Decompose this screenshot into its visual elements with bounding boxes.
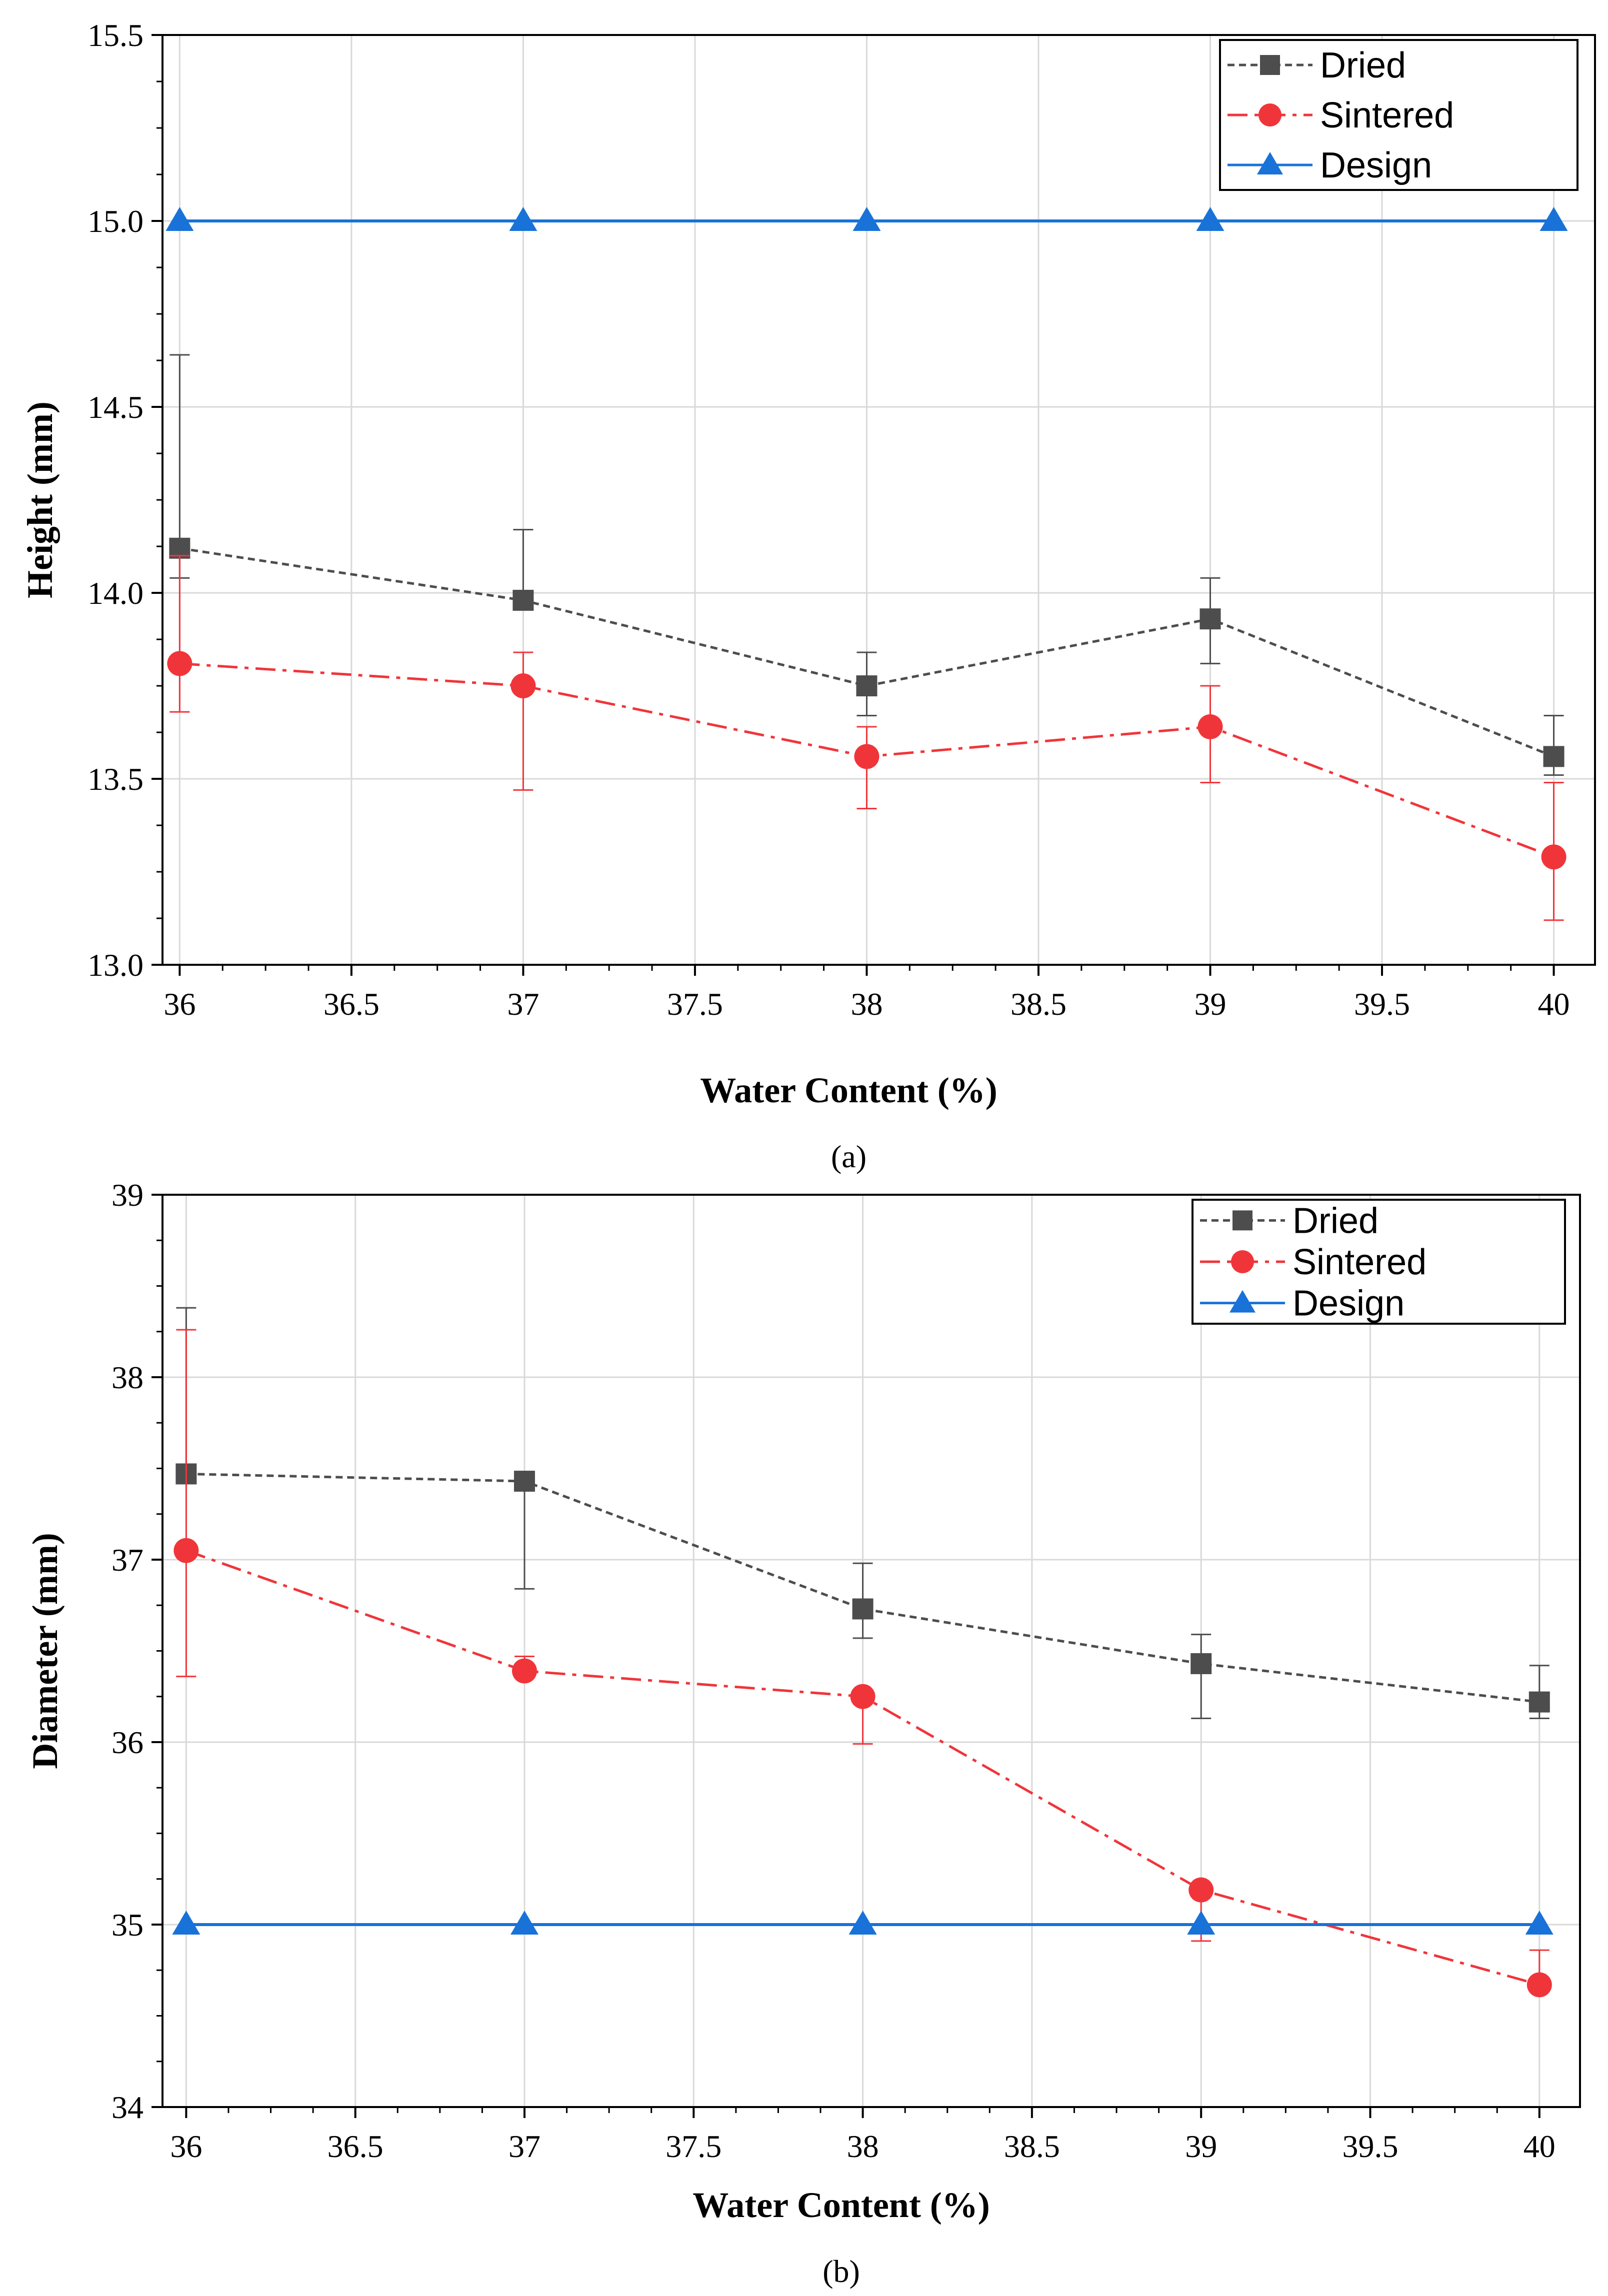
legend-label: Sintered <box>1320 95 1454 135</box>
data-point <box>1525 1911 1554 1935</box>
series-design <box>172 1911 1554 1935</box>
data-point <box>167 651 192 676</box>
x-tick-label: 39 <box>1185 2129 1217 2164</box>
y-tick-label: 35 <box>112 1907 144 1943</box>
data-point <box>1190 1653 1212 1675</box>
data-point <box>852 1598 874 1620</box>
x-tick-label: 37 <box>507 986 539 1022</box>
data-point <box>514 1471 535 1492</box>
y-tick-label: 36 <box>112 1725 144 1760</box>
y-tick-label: 34 <box>112 2090 144 2125</box>
x-tick-label: 40 <box>1538 986 1570 1022</box>
panel-caption: (a) <box>831 1139 866 1174</box>
data-point <box>172 1911 200 1935</box>
x-tick-label: 40 <box>1524 2129 1556 2164</box>
x-tick-label: 38.5 <box>1010 986 1066 1022</box>
legend-label: Sintered <box>1292 1242 1426 1282</box>
legend-marker <box>1232 1210 1252 1231</box>
data-point <box>1526 1972 1552 1998</box>
x-axis-label: Water Content (%) <box>700 1070 998 1110</box>
y-tick-label: 13.5 <box>88 761 144 797</box>
data-point <box>166 207 194 231</box>
x-tick-label: 36.5 <box>324 986 380 1022</box>
legend-label: Dried <box>1292 1201 1378 1241</box>
legend-label: Design <box>1292 1284 1404 1324</box>
legend-marker <box>1231 1250 1254 1273</box>
series-line-dried <box>186 1472 1540 1704</box>
data-point <box>852 207 881 231</box>
legend-marker <box>1230 1290 1256 1313</box>
x-tick-label: 36.5 <box>328 2129 384 2164</box>
legend-label: Dried <box>1320 45 1406 85</box>
legend-marker <box>1258 103 1282 126</box>
series-dried <box>176 1307 1550 1720</box>
x-tick-label: 38 <box>847 2129 879 2164</box>
data-point <box>1540 207 1568 231</box>
x-tick-label: 38.5 <box>1004 2129 1060 2164</box>
data-point <box>512 1658 537 1684</box>
series-dried <box>169 354 1564 776</box>
series-sintered <box>167 555 1566 921</box>
x-tick-label: 38 <box>850 986 882 1022</box>
y-tick-label: 15.5 <box>88 17 144 53</box>
x-tick-label: 37.5 <box>666 2129 722 2164</box>
y-tick-label: 39 <box>112 1177 144 1213</box>
data-point <box>512 589 534 611</box>
series-design <box>166 207 1568 231</box>
y-tick-label: 38 <box>112 1360 144 1395</box>
plot-frame <box>162 34 1596 966</box>
y-tick-label: 14.0 <box>88 575 144 611</box>
plot-frame <box>162 1194 1581 2108</box>
x-tick-label: 36 <box>170 2129 202 2164</box>
data-point <box>509 207 538 231</box>
data-point <box>510 673 536 698</box>
y-axis-label: Height (mm) <box>20 401 60 598</box>
y-axis-label: Diameter (mm) <box>25 1533 65 1769</box>
data-point <box>854 744 880 769</box>
y-tick-label: 37 <box>112 1542 144 1578</box>
legend-marker <box>1260 55 1280 75</box>
y-tick-label: 14.5 <box>88 389 144 425</box>
data-point <box>174 1538 199 1563</box>
chart-panel-a: 36 36.5 37 37.5 38 38.5 39 39.5 40 13.0 13.5 14.0 14… <box>20 17 1596 1174</box>
x-tick-label: 36 <box>164 986 196 1022</box>
data-point <box>1541 844 1566 870</box>
series-sintered <box>174 1329 1552 1998</box>
data-point <box>1528 1691 1550 1713</box>
data-point <box>1196 207 1224 231</box>
x-tick-label: 37 <box>508 2129 540 2164</box>
y-tick-label: 15.0 <box>88 203 144 239</box>
data-point <box>848 1911 877 1935</box>
data-point <box>1188 1877 1214 1903</box>
data-point <box>1187 1911 1216 1935</box>
x-axis-label: Water Content (%) <box>692 2185 990 2225</box>
data-point <box>1543 746 1564 767</box>
legend: Dried Sintered Design <box>1219 39 1578 191</box>
panel-caption: (b) <box>822 2254 860 2289</box>
data-point <box>1198 714 1223 739</box>
x-tick-label: 39 <box>1194 986 1226 1022</box>
series-line-dried <box>179 547 1554 758</box>
x-tick-label: 39.5 <box>1342 2129 1398 2164</box>
data-point <box>510 1911 538 1935</box>
data-point <box>850 1684 876 1709</box>
data-point <box>856 675 878 696</box>
legend-label: Design <box>1320 145 1432 185</box>
legend-marker <box>1257 152 1283 174</box>
x-tick-label: 37.5 <box>667 986 723 1022</box>
chart-panel-b: 36 36.5 37 37.5 38 38.5 39 39.5 40 34 35 36 37 38 39 Dr… <box>25 1177 1581 2289</box>
y-tick-label: 13.0 <box>88 947 144 983</box>
data-point <box>1200 608 1221 630</box>
x-tick-label: 39.5 <box>1354 986 1410 1022</box>
